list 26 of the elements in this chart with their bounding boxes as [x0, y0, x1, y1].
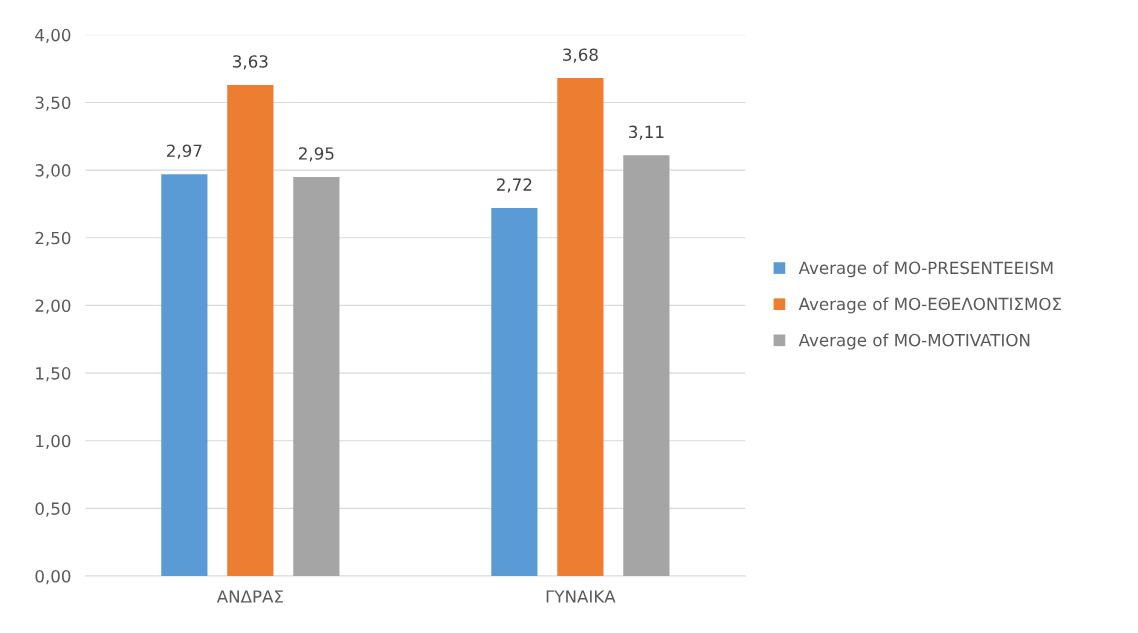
y-tick-label: 3,50: [35, 96, 71, 111]
data-label: 3,68: [563, 48, 598, 63]
y-tick-label: 2,50: [35, 231, 71, 247]
data-label: 3,11: [629, 125, 664, 140]
legend-label: Average of ΜΟ-PRESENTEEISM: [798, 261, 1053, 278]
x-tick-label: ΑΝΔΡΑΣ: [216, 590, 283, 603]
bar: [227, 84, 274, 577]
data-label: 3,63: [233, 55, 268, 70]
legend-label: Average of ΜΟ-MOTIVATION: [798, 333, 1030, 350]
bar: [293, 176, 340, 577]
data-label: 2,95: [299, 147, 334, 162]
x-tick-label: ΓΥΝΑΙΚΑ: [546, 590, 616, 603]
data-label: 2,72: [497, 178, 532, 193]
bar: [491, 208, 538, 577]
y-tick-label: 0,00: [35, 569, 71, 585]
y-tick-label: 3,00: [35, 164, 71, 179]
data-label: 2,97: [167, 144, 202, 159]
y-tick-label: 0,50: [35, 502, 71, 517]
legend-label: Average of ΜΟ-ΕΘΕΛΟΝΤΙΣΜΟΣ: [798, 297, 1061, 314]
y-tick-label: 1,00: [36, 434, 71, 449]
y-tick-label: 1,50: [36, 367, 71, 382]
bar: [161, 174, 208, 577]
bar: [623, 155, 670, 577]
y-tick-label: 2,00: [35, 299, 71, 314]
bar: [557, 78, 604, 577]
y-tick-label: 4,00: [35, 28, 71, 44]
